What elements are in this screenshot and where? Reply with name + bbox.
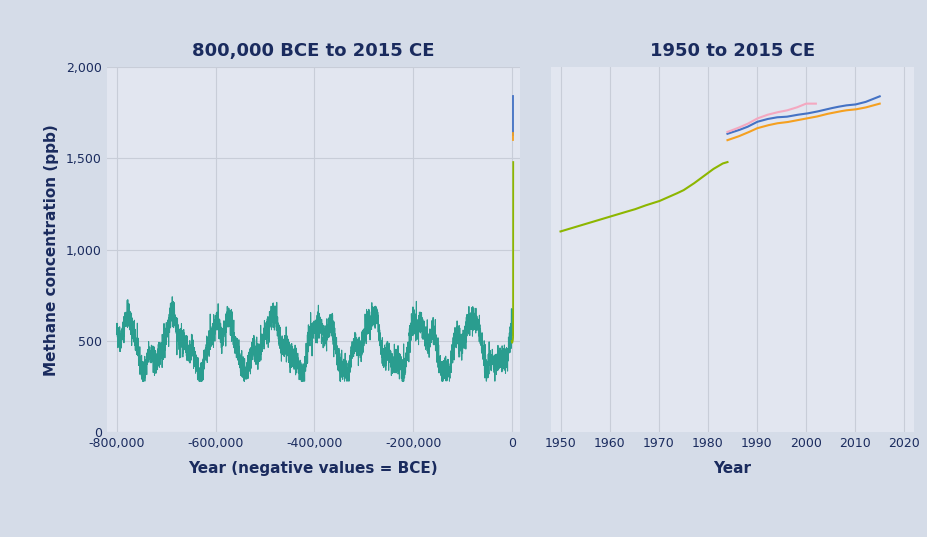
X-axis label: Year (negative values = BCE): Year (negative values = BCE) — [188, 461, 438, 476]
Y-axis label: Methane concentration (ppb): Methane concentration (ppb) — [44, 124, 59, 375]
X-axis label: Year: Year — [713, 461, 751, 476]
Title: 800,000 BCE to 2015 CE: 800,000 BCE to 2015 CE — [192, 42, 434, 60]
Title: 1950 to 2015 CE: 1950 to 2015 CE — [649, 42, 814, 60]
